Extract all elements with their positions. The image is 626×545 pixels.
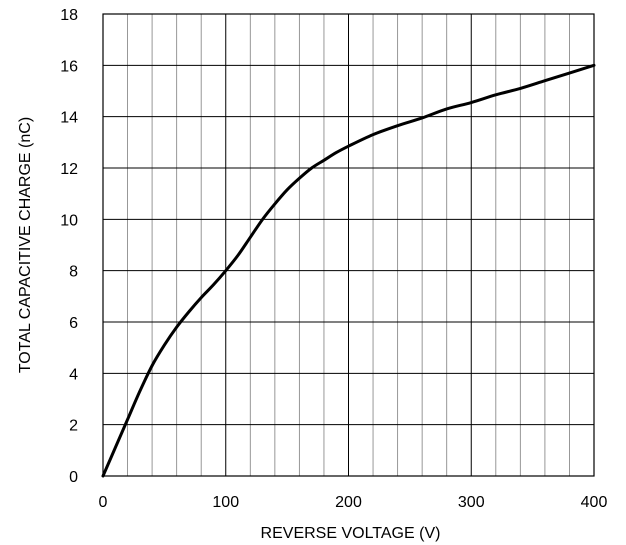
plot-frame [102, 13, 595, 477]
y-tick-labels: 0 2 4 6 8 10 12 14 16 18 [60, 7, 78, 486]
y-tick-label: 8 [69, 264, 78, 281]
x-tick-label: 200 [335, 494, 362, 511]
x-tick-label: 300 [458, 494, 485, 511]
y-tick-label: 16 [60, 58, 78, 75]
y-axis-label: TOTAL CAPACITIVE CHARGE (nC) [17, 117, 34, 373]
x-axis-label: REVERSE VOLTAGE (V) [261, 525, 441, 542]
y-tick-label: 2 [69, 418, 78, 435]
y-tick-label: 18 [60, 7, 78, 24]
x-tick-label: 400 [581, 494, 608, 511]
y-tick-label: 10 [60, 212, 78, 229]
y-tick-label: 12 [60, 161, 78, 178]
series-line [101, 63, 596, 478]
grid [102, 13, 595, 477]
y-tick-label: 14 [60, 110, 78, 127]
x-tick-label: 100 [212, 494, 239, 511]
x-tick-label: 0 [99, 494, 108, 511]
y-tick-label: 0 [69, 469, 78, 486]
y-tick-label: 4 [69, 366, 78, 383]
x-tick-labels: 0 100 200 300 400 [99, 494, 608, 511]
y-tick-label: 6 [69, 315, 78, 332]
